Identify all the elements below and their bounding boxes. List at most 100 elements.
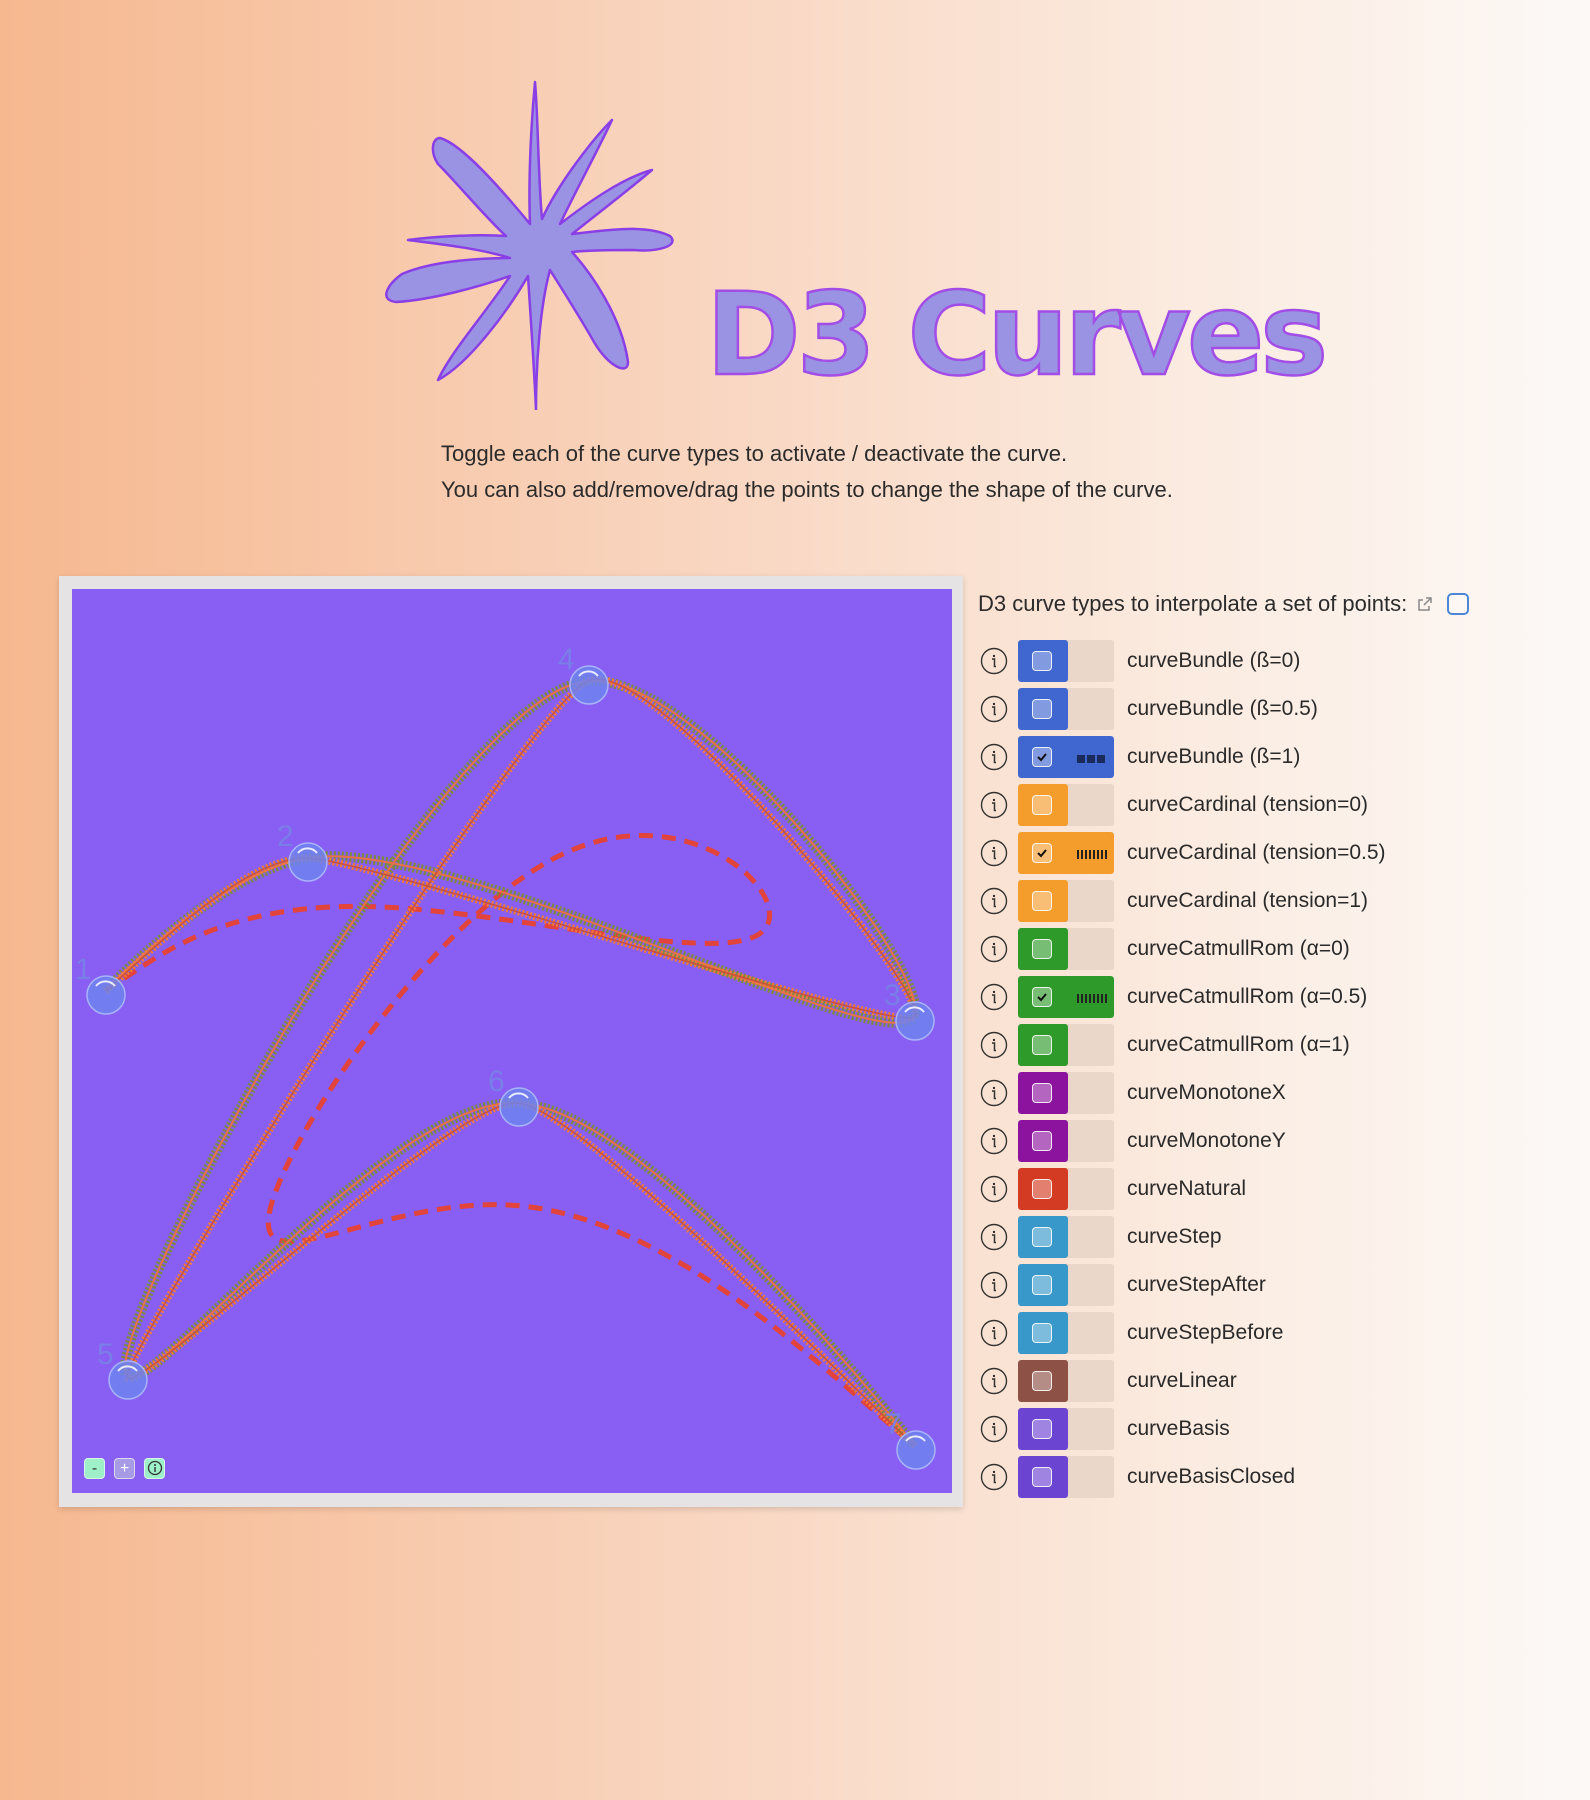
control-point[interactable]: 6 [488, 1065, 539, 1127]
color-swatch [1018, 928, 1068, 970]
curve-type-label: curveStepBefore [1127, 1321, 1284, 1344]
curves-svg[interactable]: 1 2 3 4 5 6 7 [72, 589, 952, 1493]
control-point[interactable]: 7 [885, 1408, 936, 1470]
control-point-label: 7 [885, 1408, 902, 1441]
curve-checkbox[interactable] [1032, 843, 1052, 863]
curve-toggle[interactable] [1018, 1120, 1114, 1162]
curve-checkbox[interactable] [1032, 1275, 1052, 1295]
curve-checkbox[interactable] [1032, 699, 1052, 719]
curve-toggle[interactable] [1018, 1360, 1114, 1402]
info-icon[interactable] [980, 647, 1008, 675]
curve-checkbox[interactable] [1032, 1227, 1052, 1247]
canvas-info-button[interactable] [144, 1458, 165, 1479]
curve-type-label: curveCatmullRom (α=1) [1127, 1033, 1350, 1056]
curve-type-row: curveMonotoneY [978, 1120, 1286, 1162]
curve-checkbox[interactable] [1032, 1371, 1052, 1391]
curve-toggle[interactable] [1018, 784, 1114, 826]
curve-toggle[interactable] [1018, 880, 1114, 922]
info-icon[interactable] [980, 695, 1008, 723]
curve-checkbox[interactable] [1032, 1419, 1052, 1439]
curve-type-row: curveBundle (ß=0) [978, 640, 1300, 682]
control-point-highlight [905, 1435, 926, 1442]
curve-toggle[interactable] [1018, 1168, 1114, 1210]
curve-toggle[interactable] [1018, 1216, 1114, 1258]
curve-type-row: curveBasis [978, 1408, 1230, 1450]
curve-checkbox[interactable] [1032, 939, 1052, 959]
control-point-highlight [508, 1092, 529, 1099]
curve-type-row: curveNatural [978, 1168, 1246, 1210]
info-icon[interactable] [980, 887, 1008, 915]
curve-type-row: curveBundle (ß=1) [978, 736, 1300, 778]
curve-type-label: curveBasisClosed [1127, 1465, 1296, 1488]
info-icon[interactable] [980, 1127, 1008, 1155]
curve-checkbox[interactable] [1032, 795, 1052, 815]
color-swatch [1018, 1312, 1068, 1354]
color-swatch [1018, 1264, 1068, 1306]
remove-point-button[interactable]: - [84, 1458, 105, 1479]
curve-checkbox[interactable] [1032, 1035, 1052, 1055]
page-title: D3 Curves [705, 268, 1330, 401]
control-point[interactable]: 5 [97, 1338, 148, 1400]
info-icon[interactable] [980, 839, 1008, 867]
info-icon[interactable] [980, 1079, 1008, 1107]
curve-checkbox[interactable] [1032, 987, 1052, 1007]
curve-toggle[interactable] [1018, 640, 1114, 682]
info-icon[interactable] [980, 1223, 1008, 1251]
curve-checkbox[interactable] [1032, 1083, 1052, 1103]
info-icon[interactable] [980, 791, 1008, 819]
curve-checkbox[interactable] [1032, 1323, 1052, 1343]
info-icon[interactable] [980, 935, 1008, 963]
control-point-highlight [578, 670, 599, 677]
curve-checkbox[interactable] [1032, 891, 1052, 911]
curve-toggle[interactable] [1018, 688, 1114, 730]
curve-toggle[interactable] [1018, 976, 1114, 1018]
control-point[interactable]: 2 [277, 820, 328, 882]
info-icon[interactable] [980, 1175, 1008, 1203]
external-link-icon[interactable] [1417, 596, 1433, 612]
curve-types-panel: D3 curve types to interpolate a set of p… [978, 584, 1538, 1498]
info-icon[interactable] [980, 743, 1008, 771]
curve-toggle[interactable] [1018, 928, 1114, 970]
control-point[interactable]: 1 [75, 953, 126, 1015]
show-all-checkbox[interactable] [1447, 593, 1470, 615]
tick-pattern-icon [1077, 850, 1107, 859]
curve-canvas[interactable]: 1 2 3 4 5 6 7 - + [72, 589, 952, 1493]
curve-checkbox[interactable] [1032, 747, 1052, 767]
curve-type-label: curveBasis [1127, 1417, 1230, 1440]
curve-toggle[interactable] [1018, 1264, 1114, 1306]
curve-toggle[interactable] [1018, 1024, 1114, 1066]
control-point[interactable]: 4 [558, 643, 609, 705]
info-icon[interactable] [980, 1367, 1008, 1395]
curve-type-row: curveMonotoneX [978, 1072, 1286, 1114]
info-icon[interactable] [980, 1031, 1008, 1059]
curve-checkbox[interactable] [1032, 1179, 1052, 1199]
logo-splash-icon [385, 80, 674, 410]
control-point-highlight [904, 1006, 925, 1013]
curve-type-row: curveCatmullRom (α=1) [978, 1024, 1350, 1066]
info-icon[interactable] [980, 983, 1008, 1011]
curve-type-row: curveLinear [978, 1360, 1237, 1402]
curve-checkbox[interactable] [1032, 1467, 1052, 1487]
info-icon [147, 1460, 162, 1476]
info-icon[interactable] [980, 1319, 1008, 1347]
curve-toggle[interactable] [1018, 1456, 1114, 1498]
curve-toggle[interactable] [1018, 832, 1114, 874]
curve-toggle[interactable] [1018, 1072, 1114, 1114]
curve-type-row: curveCardinal (tension=0) [978, 784, 1368, 826]
curve-toggle[interactable] [1018, 1312, 1114, 1354]
info-icon[interactable] [980, 1415, 1008, 1443]
control-point[interactable]: 3 [884, 979, 935, 1041]
color-swatch [1018, 880, 1068, 922]
curve-type-row: curveStepAfter [978, 1264, 1266, 1306]
curve-checkbox[interactable] [1032, 651, 1052, 671]
info-icon[interactable] [980, 1271, 1008, 1299]
info-icon[interactable] [980, 1463, 1008, 1491]
curve-type-label: curveBundle (ß=0.5) [1127, 697, 1318, 720]
curve-toggle[interactable] [1018, 1408, 1114, 1450]
curve-type-label: curveBundle (ß=0) [1127, 649, 1301, 672]
curve-cardinal-core-path [104, 678, 917, 1447]
curve-checkbox[interactable] [1032, 1131, 1052, 1151]
curve-toggle[interactable] [1018, 736, 1114, 778]
add-point-button[interactable]: + [114, 1458, 135, 1479]
curve-cardinal-path [102, 675, 919, 1449]
